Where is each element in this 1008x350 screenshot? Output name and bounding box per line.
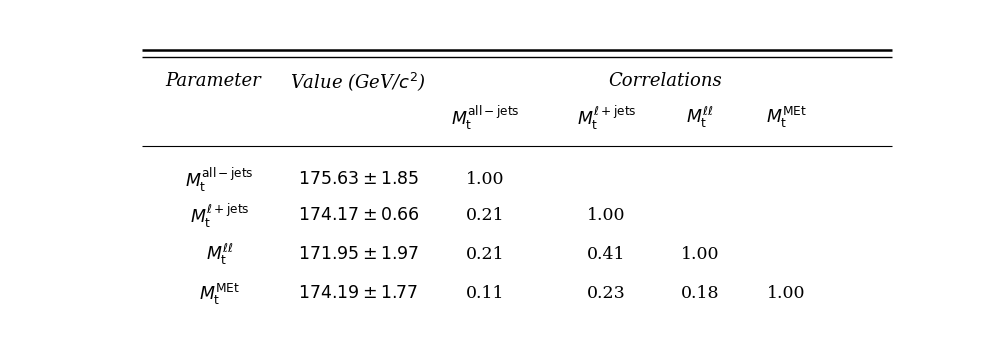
Text: $M_\mathrm{t}^\mathrm{all-jets}$: $M_\mathrm{t}^\mathrm{all-jets}$: [451, 103, 520, 132]
Text: 1.00: 1.00: [466, 171, 505, 188]
Text: $M_\mathrm{t}^{\ell\ell}$: $M_\mathrm{t}^{\ell\ell}$: [206, 242, 234, 267]
Text: 1.00: 1.00: [681, 246, 720, 264]
Text: $174.17 \pm 0.66$: $174.17 \pm 0.66$: [298, 207, 419, 224]
Text: 1.00: 1.00: [588, 207, 626, 224]
Text: Correlations: Correlations: [608, 72, 722, 90]
Text: 0.23: 0.23: [587, 286, 626, 302]
Text: $174.19 \pm 1.77$: $174.19 \pm 1.77$: [298, 286, 417, 302]
Text: Value (GeV/$c^2$): Value (GeV/$c^2$): [290, 70, 426, 92]
Text: $M_\mathrm{t}^\mathrm{all-jets}$: $M_\mathrm{t}^\mathrm{all-jets}$: [185, 165, 254, 194]
Text: 0.18: 0.18: [681, 286, 720, 302]
Text: 0.41: 0.41: [588, 246, 626, 264]
Text: 0.11: 0.11: [466, 286, 505, 302]
Text: $M_\mathrm{t}^\mathrm{MEt}$: $M_\mathrm{t}^\mathrm{MEt}$: [766, 105, 806, 130]
Text: 0.21: 0.21: [466, 207, 505, 224]
Text: $171.95 \pm 1.97$: $171.95 \pm 1.97$: [298, 246, 419, 264]
Text: $M_\mathrm{t}^{\ell+\mathrm{jets}}$: $M_\mathrm{t}^{\ell+\mathrm{jets}}$: [190, 202, 250, 230]
Text: $M_\mathrm{t}^{\ell+\mathrm{jets}}$: $M_\mathrm{t}^{\ell+\mathrm{jets}}$: [577, 103, 636, 132]
Text: 1.00: 1.00: [767, 286, 805, 302]
Text: $M_\mathrm{t}^{\ell\ell}$: $M_\mathrm{t}^{\ell\ell}$: [686, 105, 714, 130]
Text: Parameter: Parameter: [165, 72, 261, 90]
Text: $M_\mathrm{t}^\mathrm{MEt}$: $M_\mathrm{t}^\mathrm{MEt}$: [200, 281, 240, 307]
Text: $175.63 \pm 1.85$: $175.63 \pm 1.85$: [298, 171, 418, 188]
Text: 0.21: 0.21: [466, 246, 505, 264]
